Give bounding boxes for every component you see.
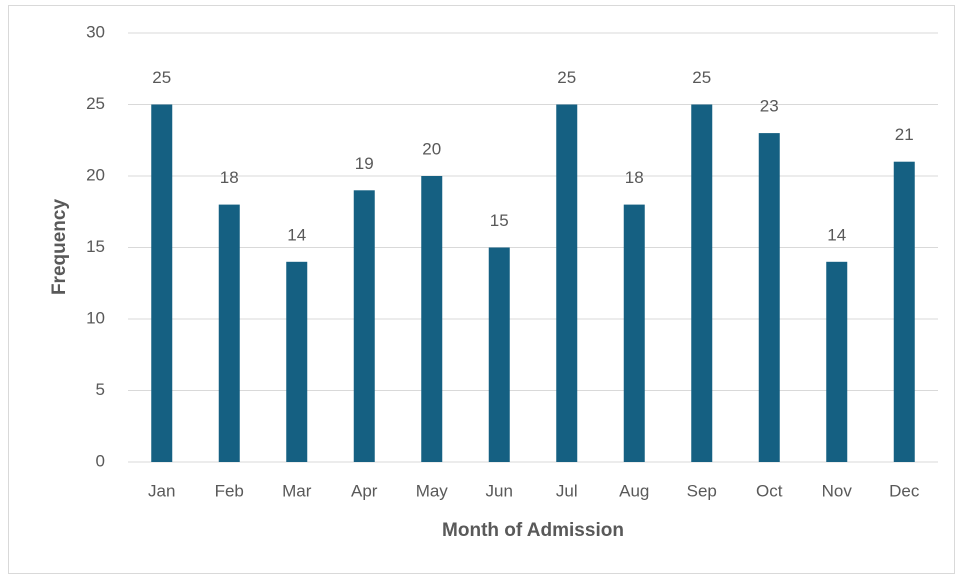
bar <box>286 261 308 462</box>
data-label: 25 <box>692 68 711 87</box>
x-tick-label: Jan <box>148 481 175 500</box>
bar <box>421 176 443 462</box>
y-axis-title: Frequency <box>49 199 70 296</box>
bar <box>353 190 375 463</box>
data-label: 19 <box>355 154 374 173</box>
x-tick-label: Nov <box>822 481 853 500</box>
y-tick-label: 5 <box>96 380 105 399</box>
bar <box>691 104 713 462</box>
y-tick-label: 30 <box>86 22 105 41</box>
x-tick-label: Jun <box>486 481 513 500</box>
data-label: 25 <box>557 68 576 87</box>
x-tick-label: Jul <box>556 481 578 500</box>
x-tick-label: Aug <box>619 481 649 500</box>
data-label: 18 <box>220 168 239 187</box>
x-tick-label: Oct <box>756 481 783 500</box>
data-label: 18 <box>625 168 644 187</box>
x-tick-label: May <box>416 481 449 500</box>
data-label: 23 <box>760 97 779 116</box>
y-tick-label: 20 <box>86 165 105 184</box>
x-axis-title: Month of Admission <box>442 520 624 541</box>
bar <box>556 104 578 462</box>
x-tick-label: Feb <box>215 481 244 500</box>
y-tick-label: 10 <box>86 308 105 327</box>
bar <box>488 247 510 462</box>
bar <box>623 204 645 462</box>
data-label: 14 <box>827 225 846 244</box>
y-tick-label: 15 <box>86 237 105 256</box>
x-tick-label: Sep <box>687 481 717 500</box>
y-tick-label: 25 <box>86 94 105 113</box>
data-label: 20 <box>422 139 441 158</box>
bar <box>218 204 240 462</box>
x-tick-label: Dec <box>889 481 920 500</box>
bar <box>826 261 848 462</box>
data-label: 15 <box>490 211 509 230</box>
bar <box>893 161 915 462</box>
bar <box>758 133 780 462</box>
bar <box>151 104 173 462</box>
x-tick-label: Apr <box>351 481 378 500</box>
data-label: 25 <box>152 68 171 87</box>
data-label: 14 <box>287 225 306 244</box>
y-tick-label: 0 <box>96 451 105 470</box>
data-label: 21 <box>895 125 914 144</box>
x-tick-label: Mar <box>282 481 312 500</box>
